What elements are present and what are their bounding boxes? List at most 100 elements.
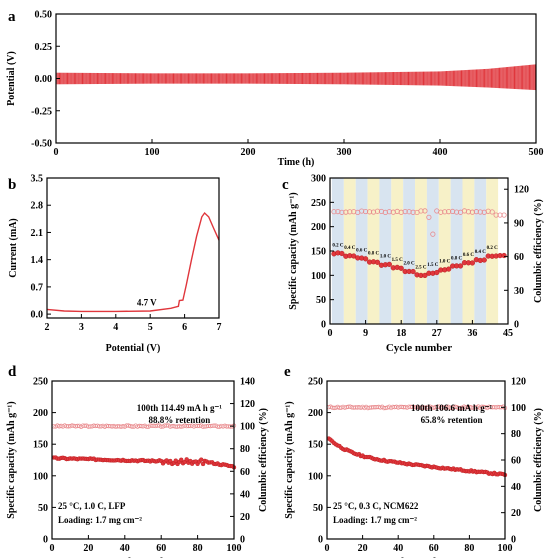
rate-band xyxy=(403,178,416,324)
panel-d-ytick-label: 100 xyxy=(33,471,48,482)
panel-c-ytick-label: 90 xyxy=(514,218,524,229)
panel-d-ytick-label: 40 xyxy=(240,489,250,500)
capacity-point xyxy=(184,457,189,462)
panel-e-ytick-label: 0 xyxy=(511,535,516,546)
panel-d-frame xyxy=(51,380,235,540)
rate-label: 1.0 C xyxy=(439,259,451,264)
panel-d-ytick-label: 50 xyxy=(38,503,48,514)
panel-a-xtick-label: 100 xyxy=(145,147,160,158)
panel-b-ytick-label: 0.0 xyxy=(31,310,44,321)
efficiency-point xyxy=(374,208,381,214)
panel-label-e: e xyxy=(284,364,291,380)
panel-b-xtick-label: 2 xyxy=(45,322,50,333)
capacity-point xyxy=(374,259,381,265)
panel-b-ylabel: Current (mA) xyxy=(8,218,19,278)
panel-c-xtick-label: 27 xyxy=(432,328,442,339)
panel-d-y2label: Columbic efficiency (%) xyxy=(258,408,269,512)
efficiency-point xyxy=(383,405,388,411)
panel-e-ytick-label: 60 xyxy=(511,456,521,467)
panel-d-xtick-label: 100 xyxy=(227,543,242,554)
panel-d-ytick-label: 60 xyxy=(240,467,250,478)
efficiency-point xyxy=(458,405,463,411)
efficiency-point xyxy=(347,209,353,215)
rate-label: 0.2 C xyxy=(332,243,344,248)
panel-e-xtick-label: 20 xyxy=(358,543,368,554)
efficiency-point xyxy=(418,208,424,214)
panel-d-ytick-label: 150 xyxy=(33,440,48,451)
panel-a-xtick-label: 400 xyxy=(433,147,448,158)
panel-label-c: c xyxy=(282,177,289,193)
rate-band xyxy=(367,178,380,324)
panel-b-ytick-label: 0.7 xyxy=(31,282,44,293)
panel-e-ytick-label: 40 xyxy=(511,482,521,493)
panel-a-ytick-label: 0.50 xyxy=(35,10,53,21)
efficiency-point xyxy=(144,424,149,429)
panel-b-xtick-label: 5 xyxy=(148,322,153,333)
panel-e-annotation1: 100th 106.6 mA h g⁻¹ xyxy=(411,403,493,413)
panel-d-condition: 25 °C, 1.0 C, LFP xyxy=(58,501,126,511)
panel-d-ytick-label: 80 xyxy=(240,444,250,455)
panel-b-annotation: 4.7 V xyxy=(137,298,157,308)
efficiency-point xyxy=(410,209,416,215)
panel-c-y2label: Columbic efficiency (%) xyxy=(533,199,544,303)
efficiency-point xyxy=(493,212,499,218)
rate-band xyxy=(415,178,427,324)
panel-b-frame xyxy=(46,177,220,319)
efficiency-point xyxy=(331,209,337,215)
panel-c-ytick-label: 0 xyxy=(321,320,326,331)
panel-d-ytick-label: 20 xyxy=(240,512,250,523)
panel-c-ytick-label: 100 xyxy=(311,271,326,282)
panel-c-ylabel: Specific capacity (mAh g⁻¹) xyxy=(288,192,299,309)
efficiency-point xyxy=(489,209,495,215)
panel-d-loading: Loading: 1.7 mg cm⁻² xyxy=(58,515,142,525)
panel-e-ytick-label: 100 xyxy=(308,471,323,482)
panel-e-xlabel: Cycle number xyxy=(383,556,449,558)
panel-d-xtick-label: 60 xyxy=(156,543,166,554)
rate-label: 2.0 C xyxy=(404,261,416,266)
rate-label: 0.4 C xyxy=(344,246,356,251)
rate-label: 1.5 C xyxy=(427,263,439,268)
efficiency-point xyxy=(343,209,349,215)
panel-c-ytick-label: 30 xyxy=(514,286,524,297)
panel-d-xlabel: Cycle number xyxy=(110,556,176,558)
capacity-point xyxy=(469,260,476,266)
panel-d-xtick-label: 0 xyxy=(50,543,55,554)
capacity-point xyxy=(481,257,487,263)
panel-b-xtick-label: 3 xyxy=(79,322,84,333)
rate-band xyxy=(486,178,499,324)
panel-d-annotation2: 88.8% retention xyxy=(148,415,210,425)
capacity-point xyxy=(446,266,452,272)
panel-d-ytick-label: 140 xyxy=(240,377,255,388)
panel-e-xtick-label: 40 xyxy=(393,543,403,554)
efficiency-point xyxy=(473,209,479,215)
panel-c-xtick-label: 0 xyxy=(328,328,333,339)
efficiency-point xyxy=(179,424,184,429)
rate-label: 0.4 C xyxy=(475,250,487,255)
efficiency-point xyxy=(497,212,503,218)
panel-e-ytick-label: 20 xyxy=(511,508,521,519)
panel-b-ytick-label: 3.5 xyxy=(31,174,44,185)
capacity-point xyxy=(398,265,404,271)
panel-b-xtick-label: 4 xyxy=(113,322,118,333)
panel-b-xlabel: Potential (V) xyxy=(106,343,161,354)
rate-band xyxy=(462,178,475,324)
panel-c-ytick-label: 250 xyxy=(311,198,326,209)
rate-band xyxy=(391,178,404,324)
panel-label-a: a xyxy=(8,9,16,25)
efficiency-point xyxy=(453,404,458,409)
efficiency-point xyxy=(155,423,160,428)
panel-d-ytick-label: 200 xyxy=(33,408,48,419)
rate-label: 0.8 C xyxy=(368,252,380,257)
panel-c-xtick-label: 45 xyxy=(503,328,513,339)
rate-band xyxy=(343,178,356,324)
rate-label: 0.2 C xyxy=(487,246,499,251)
panel-c-xtick-label: 9 xyxy=(363,328,368,339)
rate-band xyxy=(438,178,451,324)
panel-b-ytick-label: 2.1 xyxy=(31,228,44,239)
panel-e-ytick-label: 120 xyxy=(511,377,526,388)
panel-d-xtick-label: 80 xyxy=(193,543,203,554)
efficiency-point xyxy=(453,209,460,215)
panel-c-xtick-label: 18 xyxy=(396,328,406,339)
efficiency-point xyxy=(446,209,452,215)
efficiency-point xyxy=(386,209,392,215)
